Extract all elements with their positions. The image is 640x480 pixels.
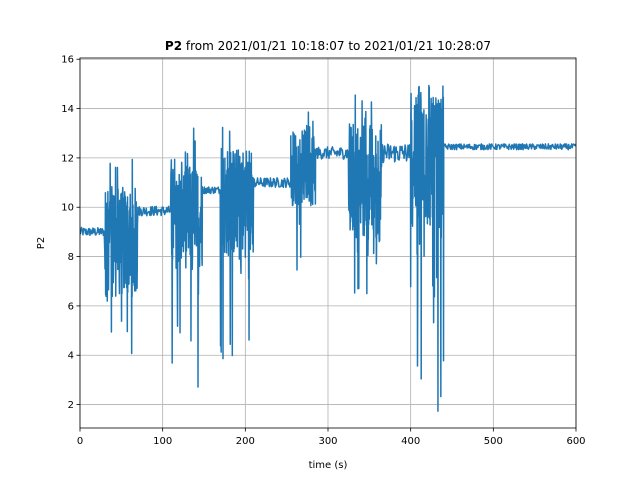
- y-tick-label: 14: [61, 104, 74, 115]
- y-tick-label: 12: [61, 153, 74, 164]
- y-tick-label: 6: [68, 301, 74, 312]
- y-tick-label: 4: [68, 351, 74, 362]
- x-tick-label: 400: [401, 436, 420, 447]
- y-axis-ticks: 2 4 6 8 10 12 14 16: [61, 55, 80, 411]
- chart-title-rest: from 2021/01/21 10:18:07 to 2021/01/21 1…: [182, 39, 491, 53]
- series-line-p2: [80, 84, 576, 412]
- x-tick-label: 500: [484, 436, 503, 447]
- y-tick-label: 16: [61, 55, 74, 66]
- x-axis-label: time (s): [309, 460, 348, 471]
- y-tick-label: 10: [61, 203, 74, 214]
- chart-title-bold: P2: [165, 39, 182, 53]
- x-tick-label: 0: [77, 436, 83, 447]
- x-tick-label: 600: [566, 436, 585, 447]
- chart-title: P2 from 2021/01/21 10:18:07 to 2021/01/2…: [165, 39, 491, 53]
- x-tick-label: 200: [236, 436, 255, 447]
- y-tick-label: 2: [68, 400, 74, 411]
- x-axis-ticks: 0 100 200 300 400 500 600: [77, 428, 586, 447]
- y-axis-label: P2: [36, 237, 47, 249]
- x-tick-label: 300: [318, 436, 337, 447]
- y-tick-label: 8: [68, 252, 74, 263]
- x-tick-label: 100: [153, 436, 172, 447]
